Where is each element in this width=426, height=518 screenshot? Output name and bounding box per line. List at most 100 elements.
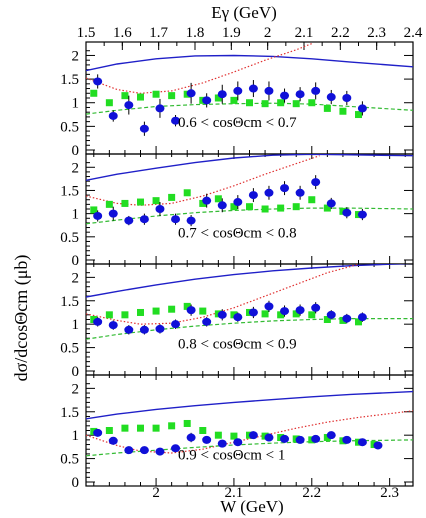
green-data-point (277, 99, 285, 107)
blue-data-point (326, 199, 336, 208)
green-data-point (168, 305, 176, 313)
y-tick-label: 0 (72, 143, 80, 159)
blue-data-point (342, 435, 352, 444)
green-data-point (261, 310, 269, 318)
blue-data-point (357, 313, 367, 322)
blue-data-point (171, 116, 181, 125)
blue-data-point (311, 303, 321, 312)
blue-data-point (248, 191, 258, 200)
blue-data-point (326, 431, 336, 440)
green-data-point (323, 316, 331, 323)
green-data-point (168, 193, 176, 201)
green-data-point (121, 311, 129, 319)
blue-data-point (186, 216, 196, 225)
blue-data-point (186, 433, 196, 442)
blue-data-point (202, 196, 212, 205)
green-data-point (90, 206, 98, 214)
blue-data-point (202, 317, 212, 326)
green-data-point (105, 311, 113, 319)
panel-label: 0.8 < cosΘcm < 0.9 (178, 336, 297, 352)
blue-data-point (124, 101, 134, 110)
y-tick-label: 0.5 (60, 452, 79, 468)
green-data-point (183, 302, 191, 310)
blue-data-point (342, 208, 352, 217)
green-data-point (214, 195, 222, 203)
panel-label: 0.9 < cosΘcm < 1 (178, 447, 285, 463)
green-data-point (323, 434, 331, 442)
y-tick-label: 1 (72, 428, 80, 444)
y-tick-label: 0.5 (60, 119, 79, 135)
blue-data-point (326, 93, 336, 102)
blue-data-point (233, 438, 243, 447)
panel-label: 0.6 < cosΘcm < 0.7 (178, 115, 297, 131)
blue-data-point (280, 91, 290, 100)
y-tick-label: 0 (72, 475, 80, 491)
green-data-point (214, 94, 222, 102)
blue-data-point (93, 428, 103, 437)
blue-data-point (217, 201, 227, 210)
blue-data-point (202, 96, 212, 105)
blue-data-point (108, 111, 118, 120)
blue-data-point (217, 90, 227, 99)
blue-data-point (202, 435, 212, 444)
blue-data-point (264, 302, 274, 311)
x-axis-title: W (GeV) (220, 497, 283, 516)
top-tick-label: 2.2 (331, 25, 350, 41)
green-data-point (199, 307, 207, 315)
top-tick-label: 2.3 (367, 25, 386, 41)
green-data-point (246, 99, 253, 107)
blue-data-point (373, 441, 383, 450)
blue-data-point (295, 435, 305, 444)
blue-data-point (342, 314, 352, 323)
y-tick-label: 0.5 (60, 230, 79, 246)
red-model-curve (86, 155, 320, 206)
panel-curves (86, 43, 413, 115)
blue-model-curve (86, 154, 413, 181)
y-tick-label: 1 (72, 207, 80, 223)
blue-data-point (124, 446, 134, 455)
green-data-point (214, 431, 222, 439)
blue-model-curve (86, 390, 413, 420)
green-data-point (105, 427, 113, 434)
blue-data-point (248, 84, 258, 93)
blue-data-point (155, 324, 165, 333)
panel-4: 0 0.5 1 1.5 2 0.9 < cosΘcm < 1 (60, 374, 414, 491)
blue-data-point (233, 198, 243, 207)
blue-data-point (311, 86, 321, 95)
y-tick-label: 0 (72, 253, 80, 269)
blue-data-point (217, 439, 227, 448)
y-axis-title: dσ/dcosΘcm (μb) (11, 255, 32, 382)
green-data-point (105, 200, 113, 208)
green-data-point (230, 203, 238, 211)
y-tick-label: 0.5 (60, 341, 79, 357)
blue-data-point (108, 436, 118, 445)
green-data-point (168, 92, 176, 100)
top-axis-title: Eγ (GeV) (211, 3, 277, 22)
blue-data-point (326, 310, 336, 319)
panel-3: 0 0.5 1 1.5 2 0.8 < cosΘcm < 0.9 (60, 263, 414, 380)
blue-data-point (280, 184, 290, 193)
green-data-point (137, 198, 144, 206)
green-data-point (355, 111, 362, 119)
y-tick-label: 2 (72, 160, 80, 176)
y-tick-label: 1 (72, 317, 80, 333)
green-data-point (246, 203, 253, 211)
blue-data-point (217, 310, 227, 319)
blue-data-point (357, 104, 367, 113)
green-data-point (277, 204, 285, 212)
green-data-point (230, 96, 238, 104)
green-data-point (152, 197, 160, 205)
green-data-point (121, 424, 129, 432)
panel-curves (86, 264, 413, 340)
top-tick-label: 1.6 (113, 25, 132, 41)
blue-data-point (264, 433, 274, 442)
panel-2: 0 0.5 1 1.5 2 0.7 < cosΘcm < 0.8 (60, 153, 414, 269)
y-tick-label: 2 (72, 48, 80, 64)
green-data-point (230, 311, 238, 319)
blue-data-point (264, 86, 274, 95)
top-tick-label: 2.4 (404, 25, 423, 41)
blue-data-point (295, 306, 305, 315)
blue-data-point (311, 434, 321, 443)
panel-curves (86, 390, 413, 457)
green-data-point (277, 311, 285, 319)
